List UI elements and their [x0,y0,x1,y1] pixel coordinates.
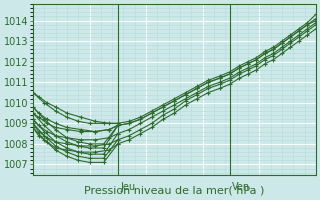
Text: Ven: Ven [232,182,251,192]
Text: Jeu: Jeu [121,182,136,192]
X-axis label: Pression niveau de la mer( hPa ): Pression niveau de la mer( hPa ) [84,186,265,196]
